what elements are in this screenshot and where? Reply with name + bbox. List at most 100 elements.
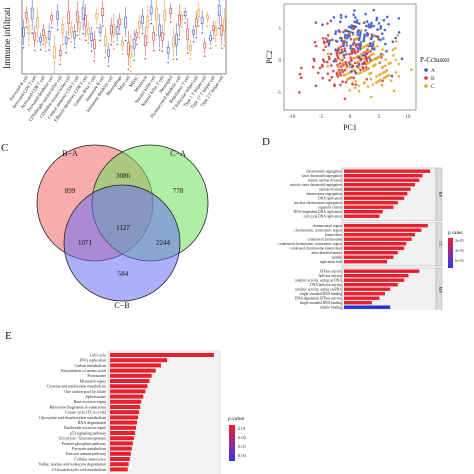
scatter-point (345, 52, 348, 56)
box-outlier (223, 44, 226, 47)
scatter-point (337, 70, 340, 74)
kegg-term-label: DNA replication (79, 358, 106, 363)
go-bar (344, 201, 398, 205)
kegg-bar (110, 353, 214, 357)
y-tick-label: 0 (279, 59, 282, 64)
scatter-point (359, 31, 362, 35)
scatter-point (334, 39, 338, 43)
panel-label-c: C (1, 142, 9, 154)
scatter-point (321, 65, 324, 68)
scatter-point (344, 29, 347, 32)
scatter-point (328, 79, 331, 82)
group-label: BP (438, 191, 443, 197)
scatter-point (338, 51, 341, 55)
scatter-point (362, 57, 365, 61)
box-outlier (206, 25, 209, 28)
scatter-point (350, 26, 353, 30)
scatter-point (359, 41, 363, 44)
legend-colorbar (229, 425, 235, 461)
scatter-point (342, 62, 345, 65)
go-bar (344, 251, 398, 255)
box-outlier (135, 43, 138, 46)
box-outlier (155, 34, 158, 36)
scatter-point (357, 84, 360, 87)
box-outlier (189, 57, 192, 60)
scatter-point (357, 60, 360, 64)
y-tick-label: -5 (277, 91, 282, 96)
scatter-point (348, 35, 351, 38)
kegg-bar (110, 436, 134, 441)
scatter-point (358, 45, 362, 48)
go-bar (344, 260, 387, 264)
scatter-point (358, 55, 361, 58)
scatter-point (385, 69, 389, 72)
scatter-point (396, 34, 400, 37)
box-outlier (195, 36, 198, 39)
venn-panel: B−A C−A C−B 899 778 3086 1071 1127 2244 584 (0, 140, 240, 310)
box (132, 38, 136, 49)
scatter-point (314, 84, 318, 87)
scatter-point (331, 38, 334, 42)
scatter-point (363, 81, 366, 84)
legend-tick: 0.04 (238, 453, 247, 458)
scatter-point (376, 44, 379, 48)
kegg-term-label: Carbon metabolism (75, 363, 107, 368)
go-bar (344, 305, 391, 309)
scatter-point (300, 66, 303, 70)
go-bar (344, 196, 405, 200)
scatter-point (375, 75, 378, 78)
scatter-point (357, 65, 361, 69)
box-outlier (50, 26, 53, 29)
box (56, 11, 59, 20)
scatter-point (338, 62, 342, 65)
box-outlier (36, 40, 39, 42)
scatter-point (379, 78, 382, 82)
scatter-point (362, 37, 366, 41)
box-outlier (215, 44, 217, 47)
go-term-label: ATPase activity (319, 269, 342, 273)
box (41, 29, 45, 36)
box-outlier (147, 41, 149, 44)
box-outlier (22, 46, 25, 49)
scatter-point (355, 19, 359, 22)
scatter-point (321, 37, 325, 40)
box-outlier (65, 51, 67, 54)
kegg-bar (110, 394, 144, 399)
plot-frame (21, 0, 227, 75)
scatter-point (337, 48, 341, 51)
box (166, 46, 170, 54)
box-outlier (99, 39, 101, 42)
scatter-point (375, 16, 379, 20)
scatter-point (400, 57, 404, 60)
box-outlier (87, 42, 90, 44)
scatter-point (365, 24, 368, 28)
scatter-point (362, 39, 365, 43)
kegg-bar (110, 446, 132, 451)
scatter-point (340, 48, 344, 52)
scatter-point (326, 64, 329, 68)
box (189, 45, 192, 51)
scatter-point (386, 15, 389, 19)
scatter-point (344, 80, 348, 84)
scatter-point (354, 83, 357, 86)
scatter-point (334, 48, 337, 52)
scatter-point (326, 22, 329, 25)
kegg-term-label: Cysteine and methionine metabolism (47, 384, 107, 389)
set-label: C−B (114, 301, 129, 310)
kegg-panel: Cell cycle DNA replication Carbon metaboli… (0, 345, 474, 474)
scatter-point (378, 54, 382, 58)
go-term-label: mitochondrial matrix (312, 251, 343, 255)
scatter-point (337, 29, 341, 32)
scatter-point (372, 8, 376, 12)
scatter-point (334, 32, 337, 36)
box-outlier (141, 32, 144, 35)
scatter-point (379, 25, 383, 28)
go-bar (344, 292, 385, 296)
box-outlier (218, 27, 220, 30)
scatter-point (340, 39, 344, 42)
boxplot-panel: Immune infiltrati Activated B cell Activat… (0, 0, 240, 140)
scatter-point (364, 12, 367, 16)
scatter-point (345, 41, 348, 44)
scatter-point (369, 50, 372, 53)
